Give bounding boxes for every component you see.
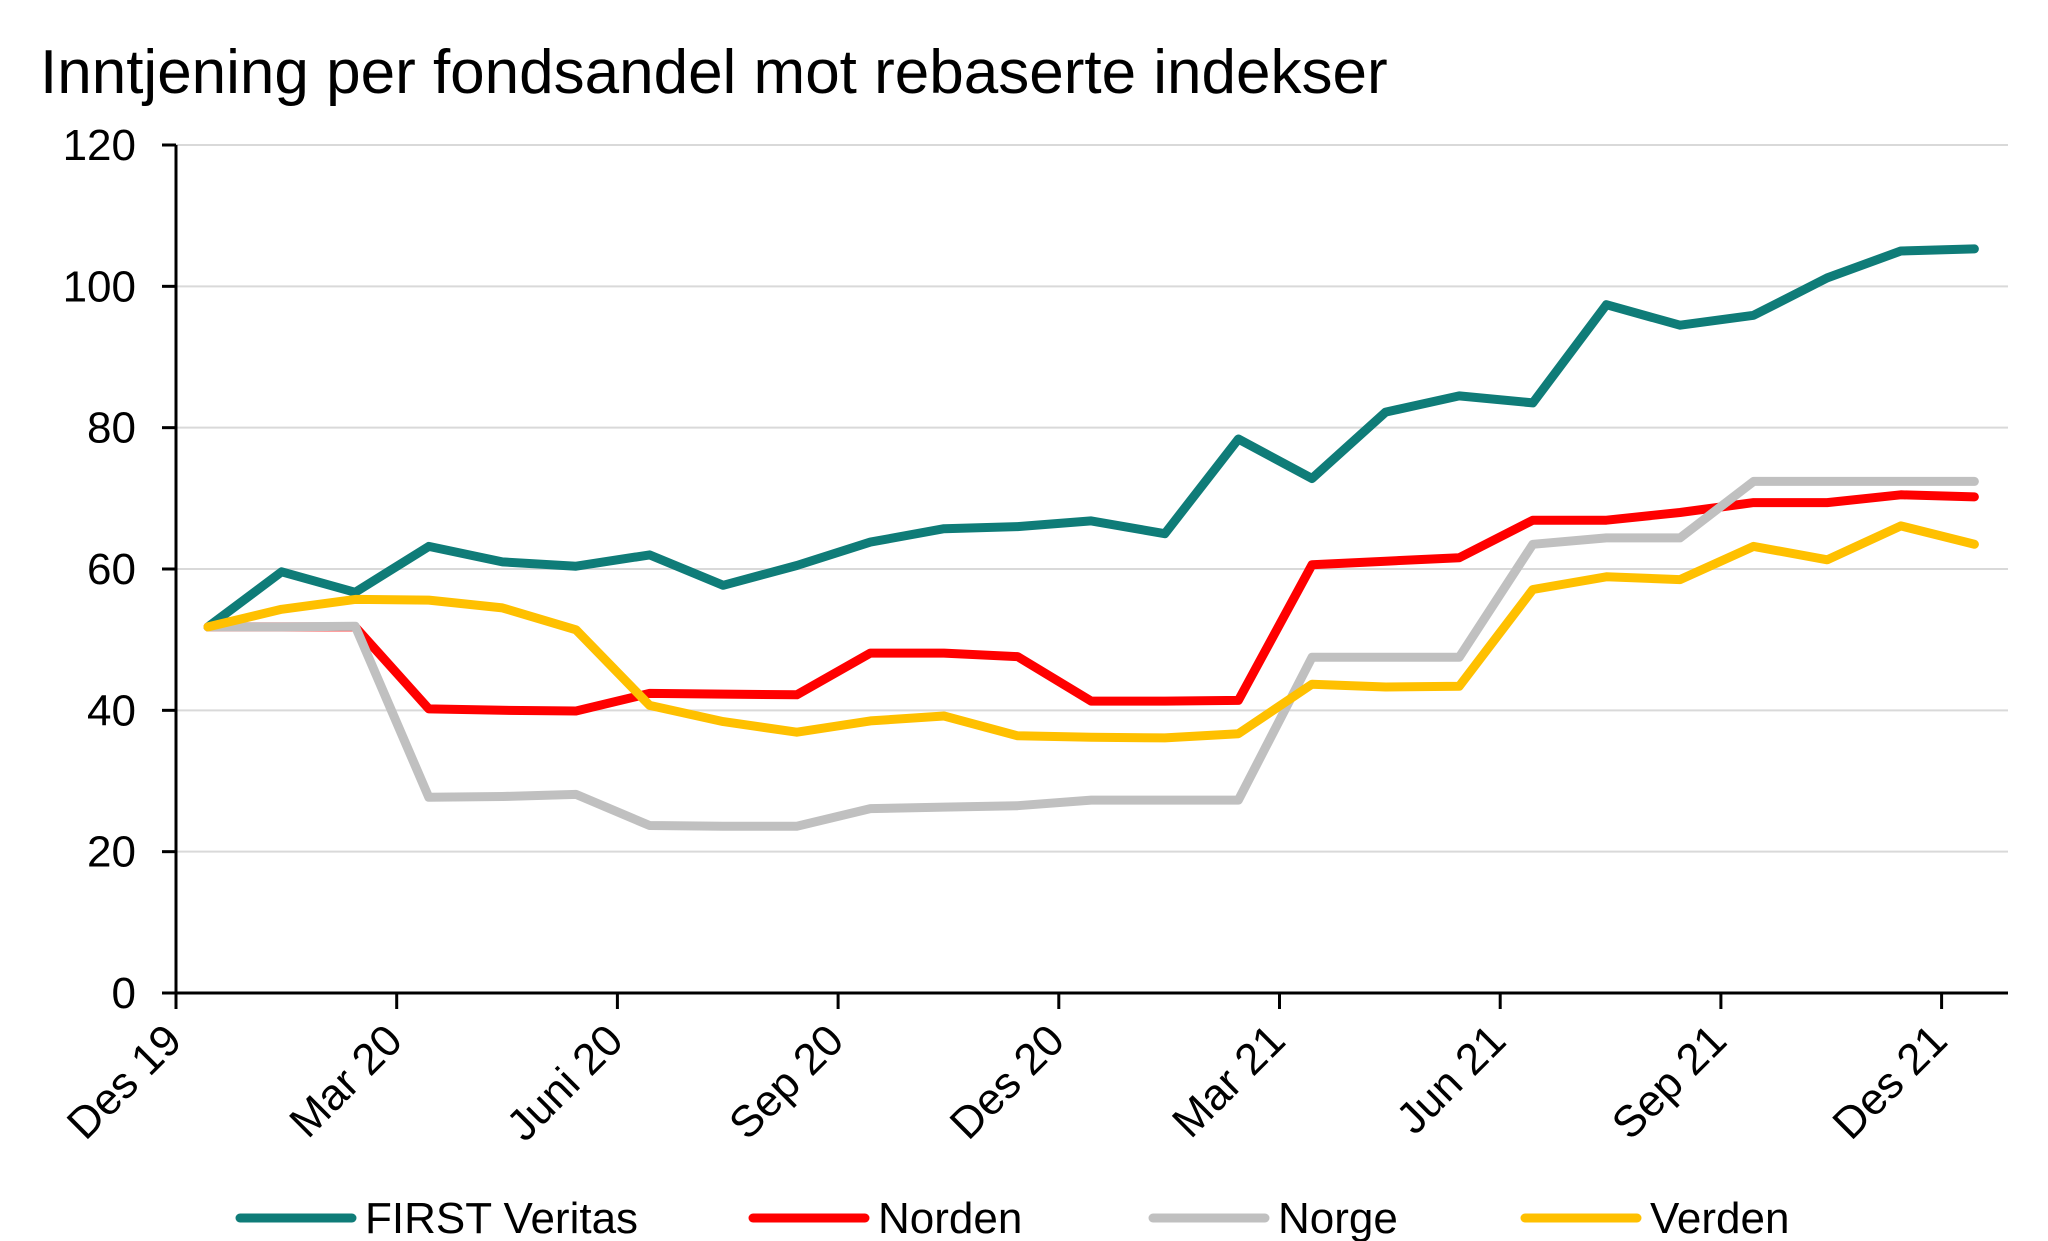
y-tick-label: 20 [87, 828, 136, 877]
series-lines [203, 244, 1979, 831]
y-tick-label: 0 [112, 969, 136, 1018]
x-tick-label: Des 21 [1823, 1015, 1956, 1148]
x-tick-label: Mar 21 [1163, 1015, 1294, 1146]
y-tick-label: 100 [63, 262, 136, 311]
x-tick-label: Des 20 [941, 1015, 1074, 1148]
x-tick-label: Jun 21 [1387, 1015, 1515, 1143]
y-tick-label: 60 [87, 545, 136, 594]
x-tick-label: Sep 21 [1603, 1015, 1736, 1148]
series-line-norge [203, 476, 1979, 831]
legend-label-verden: Verden [1650, 1194, 1789, 1241]
legend: FIRST Veritas Norden Norge Verden [235, 1194, 1789, 1241]
legend-label-first-veritas: FIRST Veritas [365, 1194, 638, 1241]
y-tick-label: 120 [63, 121, 136, 170]
y-tick-label: 80 [87, 404, 136, 453]
x-tick-label: Mar 20 [280, 1015, 411, 1146]
x-tick-label: Juni 20 [497, 1015, 632, 1150]
legend-label-norden: Norden [878, 1194, 1022, 1241]
y-tick-label: 40 [87, 686, 136, 735]
series-line-norden [203, 490, 1979, 716]
legend-label-norge: Norge [1278, 1194, 1398, 1241]
series-line-verden [203, 521, 1979, 743]
series-line-first-veritas [203, 244, 1979, 632]
x-tick-label: Des 19 [58, 1015, 191, 1148]
x-tick-label: Sep 20 [720, 1015, 853, 1148]
axes: 0 20 40 60 80 100 120 Des 19 Mar 20 Juni 20 Sep 20… [58, 121, 2008, 1150]
chart-title: Inntjening per fondsandel mot rebaserte … [40, 38, 1388, 107]
